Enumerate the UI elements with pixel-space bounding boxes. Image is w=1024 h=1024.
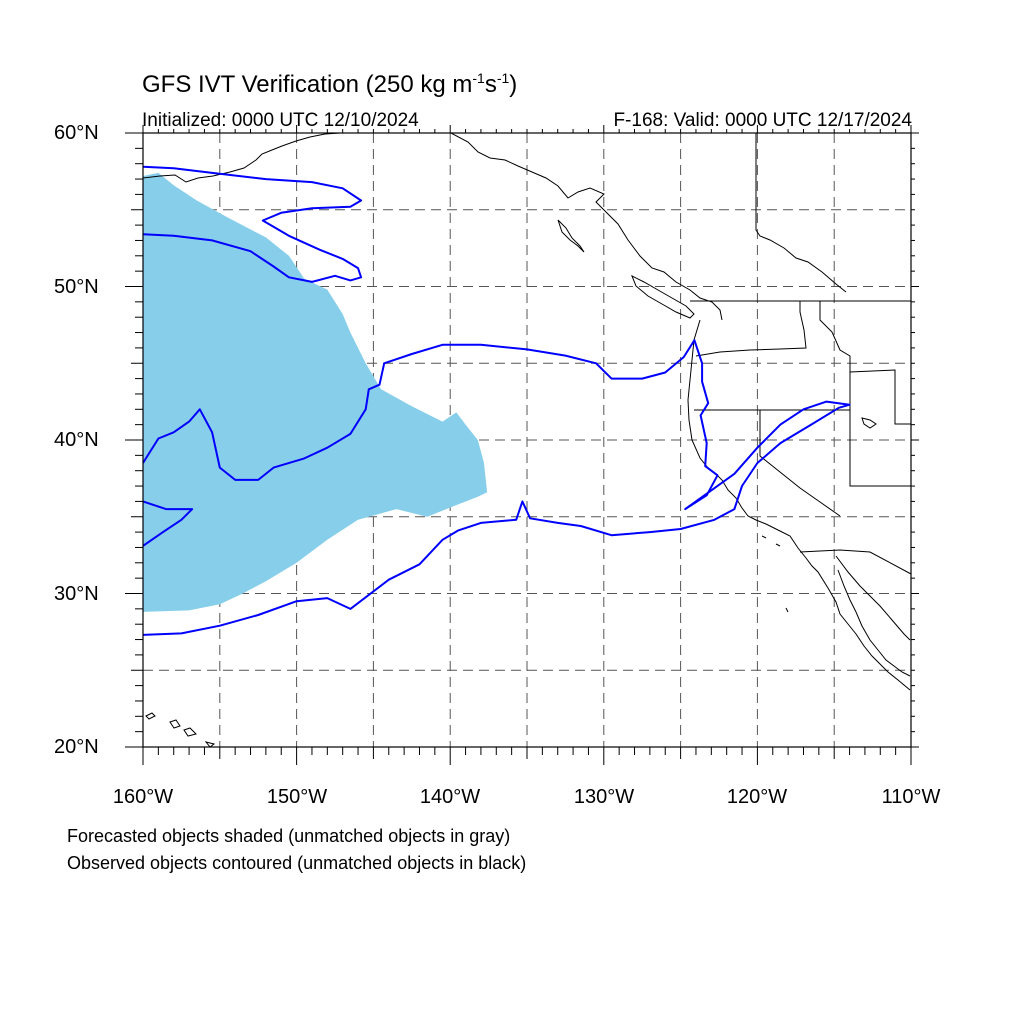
coastline-alaska-panhandle (450, 133, 723, 321)
coastline-bc-islands (557, 219, 585, 253)
coastline-vancouver-island (631, 274, 695, 319)
coastlines (143, 133, 911, 747)
footnote-forecast: Forecasted objects shaded (unmatched obj… (67, 826, 511, 846)
coastline-alaska (143, 133, 341, 183)
lon-label-140w: 140°W (419, 786, 481, 808)
border-alaska-canada (755, 133, 847, 293)
chart-title: GFS IVT Verification (250 kg m-1s-1) (142, 70, 517, 99)
lat-label-40: 40°N (54, 429, 99, 451)
lat-label-30: 30°N (54, 583, 99, 605)
border-ca-nv (759, 410, 841, 517)
coastline-baja (835, 555, 911, 641)
observed-objects (143, 165, 851, 636)
coastline-gulf (837, 569, 911, 677)
lat-label-20: 20°N (54, 736, 99, 758)
lon-label-120w: 120°W (726, 786, 788, 808)
coastline-west-coast (687, 319, 911, 691)
title-sup-1: -1 (472, 70, 485, 86)
title-sup-2: -1 (496, 70, 510, 86)
title-main: GFS IVT Verification (250 kg m (142, 71, 473, 98)
coastline-great-salt-lake (861, 417, 877, 429)
lon-label-130w: 130°W (573, 786, 635, 808)
lon-label-150w: 150°W (266, 786, 328, 808)
border-mexico (799, 549, 911, 575)
initialized-label: Initialized: 0000 UTC 12/10/2024 (142, 110, 419, 131)
lat-label-50: 50°N (54, 276, 99, 298)
coastline-hawaii (145, 712, 216, 747)
border-east (849, 369, 911, 425)
lat-label-60: 60°N (54, 122, 99, 144)
lon-label-110w: 110°W (881, 786, 941, 808)
observed-contour-2 (143, 339, 851, 636)
title-end: ) (509, 71, 518, 98)
border-nv-az (849, 410, 911, 487)
border-west-states (695, 301, 807, 357)
forecast-object-shade (143, 172, 488, 612)
axis-ticks (125, 125, 919, 765)
lon-label-160w: 160°W (112, 786, 174, 808)
valid-time-label: F-168: Valid: 0000 UTC 12/17/2024 (613, 110, 912, 131)
observed-contour-1 (143, 165, 363, 283)
observed-contour-3 (143, 500, 194, 547)
footnote-observed: Observed objects contoured (unmatched ob… (67, 853, 527, 873)
title-mid: s (484, 71, 497, 98)
border-idaho (819, 301, 851, 410)
coastline-channel-islands (761, 535, 789, 613)
